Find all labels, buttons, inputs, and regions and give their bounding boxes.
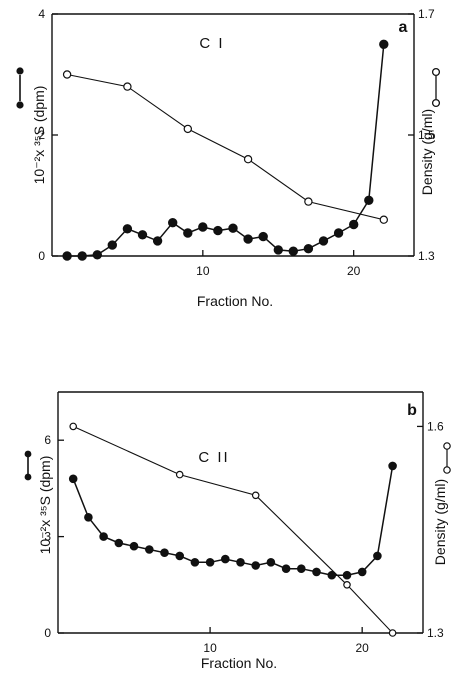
activity-point <box>84 513 93 522</box>
density-point <box>69 422 77 431</box>
activity-point <box>373 551 382 561</box>
activity-point <box>77 251 87 261</box>
activity-point <box>273 245 283 255</box>
activity-point <box>92 250 103 260</box>
right-axis-marker-open <box>443 466 451 474</box>
activity-point <box>251 561 260 570</box>
right-axis-marker-open <box>431 67 441 77</box>
density-series-line <box>72 425 393 634</box>
activity-point <box>190 558 200 567</box>
activity-point <box>129 541 139 551</box>
y2-tick-label: 1.3 <box>418 249 435 263</box>
activity-point <box>68 474 78 484</box>
y-tick-label: 0 <box>44 626 51 640</box>
activity-point <box>327 570 337 580</box>
activity-point <box>122 224 133 234</box>
activity-point <box>342 570 352 580</box>
density-series-line <box>66 73 384 221</box>
density-point <box>243 154 253 164</box>
y2-tick-label: 1.7 <box>418 7 435 21</box>
density-point <box>175 470 184 479</box>
left-axis-marker-dot <box>24 450 32 458</box>
panel-b: 10 20 0 3 6 1.3 1.6 Fraction No. 10⁻²x ³⁵S (dpm)… <box>24 391 451 671</box>
density-point <box>123 82 132 91</box>
activity-point <box>99 532 108 541</box>
y-axis-label: 10⁻²x ³⁵S (dpm) <box>37 456 53 555</box>
activity-point <box>312 567 321 577</box>
activity-point <box>236 558 245 567</box>
density-point <box>379 215 388 224</box>
activity-point <box>183 228 193 238</box>
activity-point <box>333 228 344 238</box>
activity-point <box>152 236 163 246</box>
right-axis-marker-open <box>443 442 451 450</box>
y-tick-label: 3 <box>44 530 51 544</box>
y2-tick-label: 1.3 <box>427 626 444 640</box>
activity-point <box>137 230 148 240</box>
panel-letter: a <box>399 19 408 36</box>
density-point <box>304 197 313 206</box>
x-tick-label: 20 <box>355 641 369 655</box>
y2-tick-label: 1.5 <box>418 128 435 142</box>
activity-point <box>168 218 178 228</box>
activity-point <box>221 554 230 564</box>
density-point <box>62 70 72 79</box>
density-point <box>183 124 192 134</box>
activity-point <box>228 223 238 233</box>
left-axis-marker-dot <box>24 473 32 481</box>
activity-series-line <box>67 44 385 257</box>
x-axis-label: Fraction No. <box>201 655 277 671</box>
activity-point <box>243 234 253 244</box>
activity-series-line <box>72 465 394 576</box>
activity-point <box>379 39 389 49</box>
y-tick-label: 6 <box>44 433 51 447</box>
activity-point <box>107 240 118 250</box>
y2-axis-label: Density (g/ml) <box>419 109 435 195</box>
activity-point <box>198 222 208 232</box>
y2-axis-label: Density (g/ml) <box>432 479 448 565</box>
activity-point <box>266 558 276 567</box>
activity-point <box>145 545 154 554</box>
density-point <box>343 580 351 589</box>
panel-letter: b <box>407 402 417 419</box>
panel-a: 10 20 0 2 4 1.3 1.5 1.7 Fraction No. 10⁻²x ³⁵S (d… <box>16 7 441 309</box>
activity-point <box>297 564 306 574</box>
activity-point <box>318 236 329 246</box>
activity-point <box>160 548 169 558</box>
activity-point <box>303 244 314 254</box>
activity-point <box>288 246 298 256</box>
y2-tick-label: 1.6 <box>427 419 444 433</box>
activity-point <box>349 219 359 230</box>
activity-point <box>62 251 72 261</box>
activity-point <box>357 567 367 577</box>
activity-point <box>388 461 397 471</box>
activity-point <box>281 564 291 574</box>
left-axis-marker-dot <box>16 101 24 109</box>
activity-point <box>205 558 215 567</box>
x-tick-label: 10 <box>203 641 217 655</box>
left-axis-marker-dot <box>16 67 24 75</box>
density-point <box>251 491 260 500</box>
activity-point <box>258 231 268 242</box>
y-tick-label: 0 <box>38 249 45 263</box>
activity-point <box>213 225 223 236</box>
right-axis-marker-open <box>431 98 441 108</box>
x-tick-label: 20 <box>347 264 361 278</box>
x-tick-label: 10 <box>196 264 210 278</box>
y-tick-label: 4 <box>38 7 45 21</box>
y-axis-label: 10⁻²x ³⁵S (dpm) <box>31 86 47 185</box>
activity-point <box>364 195 374 206</box>
activity-point <box>114 538 124 548</box>
panel-title: C II <box>198 449 229 466</box>
density-point <box>388 629 397 637</box>
activity-point <box>175 551 184 561</box>
y-tick-label: 2 <box>38 128 45 142</box>
x-axis-label: Fraction No. <box>197 293 273 309</box>
panel-title: C I <box>199 35 224 52</box>
